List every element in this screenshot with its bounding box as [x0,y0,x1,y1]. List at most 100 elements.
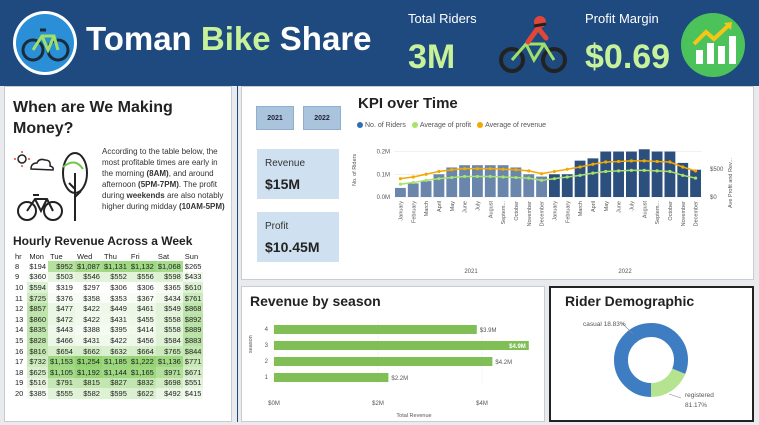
heatmap-row: 17 $732 $1,153 $1,254 $1,185 $1,222 $1,136 $771 [13,356,204,367]
kpi-chart-title: KPI over Time [358,95,458,112]
heatmap-column-header[interactable]: Sun [184,251,199,261]
series-point [398,182,403,186]
series-point [424,178,428,182]
heatmap-value-cell: $857 [27,303,49,314]
heatmap-value-cell: $358 [74,292,102,304]
heatmap-column-header[interactable]: Mon [29,251,44,261]
heatmap-value-cell: $360 [27,271,49,283]
heatmap-value-cell: $516 [27,377,49,389]
series-point [475,167,480,171]
legend-profit[interactable]: Average of profit [411,122,471,129]
heatmap-value-cell: $433 [182,271,204,283]
heatmap-value-cell: $1,165 [128,366,156,378]
y-tick-label: 2 [265,359,269,365]
heatmap-column-header[interactable]: Thu [103,251,117,261]
season-bar [274,357,493,366]
series-point [578,173,582,177]
heatmap-value-cell: $555 [48,388,75,399]
demographic-donut-chart: casual 18.83% registered 81.17% [583,321,714,409]
x-tick-label: August [488,201,494,219]
y-tick-label: 4 [265,327,269,333]
x-tick-label: October [668,201,674,221]
heatmap-row: 18 $625 $1,105 $1,192 $1,144 $1,165 $971 $671 [13,366,204,378]
heatmap-value-cell: $422 [101,335,129,346]
series-point [693,169,698,173]
bike-logo-icon [13,11,77,75]
riders-bar [574,160,586,197]
heatmap-hour-cell: 8 [15,261,20,271]
heatmap-value-cell: $492 [155,388,183,399]
heatmap-value-cell: $610 [182,282,204,293]
heatmap-value-cell: $584 [155,335,183,346]
x-tick-label: $2M [372,401,384,407]
total-riders-value: 3M [408,38,456,76]
heatmap-row: 14 $835 $443 $388 $395 $414 $558 $889 [13,324,204,336]
hourly-revenue-heatmap: hr Mon Tue Wed Thu Fri Sat Sun 8 $194 $952 $1,087 $1… [13,251,204,399]
heatmap-value-cell: $431 [101,313,129,325]
heatmap-row: 11 $725 $376 $358 $353 $367 $434 $761 [13,292,204,304]
heatmap-title: Hourly Revenue Across a Week [13,234,193,248]
heatmap-value-cell: $449 [101,303,129,314]
x-tick-label: February [411,201,417,223]
donut-slice-registered [614,323,688,397]
x-axis-label: Total Revenue [396,413,431,419]
weather-bike-tree-illustration [14,151,88,221]
revenue-kpi-card: Revenue $15M [257,149,339,199]
x-tick-label: April [591,201,597,212]
series-point [450,168,454,172]
heatmap-hour-cell: 14 [15,325,24,335]
x-tick-label: May [604,201,610,212]
legend-revenue[interactable]: Average of revenue [477,122,546,129]
x-tick-label: April [437,201,443,212]
heatmap-value-cell: $1,087 [74,261,102,272]
heatmap-column-header[interactable]: Tue [50,251,63,261]
series-point [565,167,569,171]
header-bar: Toman Bike Share Total Riders 3M Profit … [0,0,759,86]
x-tick-label: June [463,201,469,213]
x-tick-label: February [565,201,571,223]
heatmap-value-cell: $477 [48,303,75,314]
heatmap-row: 19 $516 $791 $815 $827 $832 $698 $551 [13,377,204,389]
series-point [616,169,621,173]
series-point [437,169,441,174]
x-tick-label: November [681,201,687,227]
heatmap-hour-cell: 10 [15,282,24,292]
heatmap-value-cell: $422 [74,303,102,314]
series-point [527,169,531,173]
heatmap-row: 20 $385 $555 $582 $595 $622 $492 $415 [13,388,204,399]
heatmap-value-cell: $376 [48,292,75,304]
series-point [539,172,544,176]
heatmap-column-header[interactable]: Fri [130,251,140,261]
heatmap-value-cell: $549 [155,303,183,314]
y-left-axis-label: No. of Riders [352,154,358,186]
heatmap-column-header[interactable]: Wed [76,251,93,261]
heatmap-hour-cell: 18 [15,367,24,377]
year-filter-2022[interactable]: 2022 [303,106,341,130]
heatmap-hour-cell: 11 [15,293,23,303]
heatmap-hour-cell: 16 [15,346,24,356]
heatmap-value-cell: $595 [101,388,129,399]
data-label: $3.9M [480,328,497,334]
heatmap-hour-cell: 17 [15,357,24,367]
heatmap-value-cell: $1,185 [101,356,129,367]
rider-demographic-panel: Rider Demographic casual 18.83% registere… [549,286,754,422]
heatmap-value-cell: $1,153 [48,356,75,367]
heatmap-column-header[interactable]: hr [15,251,22,261]
year-filter-2021[interactable]: 2021 [256,106,294,130]
riders-bar [510,167,522,197]
heatmap-value-cell: $1,222 [128,356,156,367]
x-tick-label: Septem... [655,201,661,225]
description-segment: , and around afternoon [102,169,214,189]
heatmap-value-cell: $1,254 [74,356,102,367]
description-segment: weekends [126,191,165,200]
x-tick-label: January [552,201,558,221]
series-point [565,175,569,179]
heatmap-value-cell: $414 [128,324,156,336]
kpi-over-time-panel: 2021 2022 Revenue $15M Profit $10.45M KP… [241,86,754,280]
series-point [591,162,595,166]
x-tick-label: December [694,201,700,227]
x-tick-label: July [629,201,635,211]
legend-riders[interactable]: No. of Riders [357,122,406,129]
x-tick-label: May [450,201,456,212]
heatmap-column-header[interactable]: Sat [157,251,170,261]
